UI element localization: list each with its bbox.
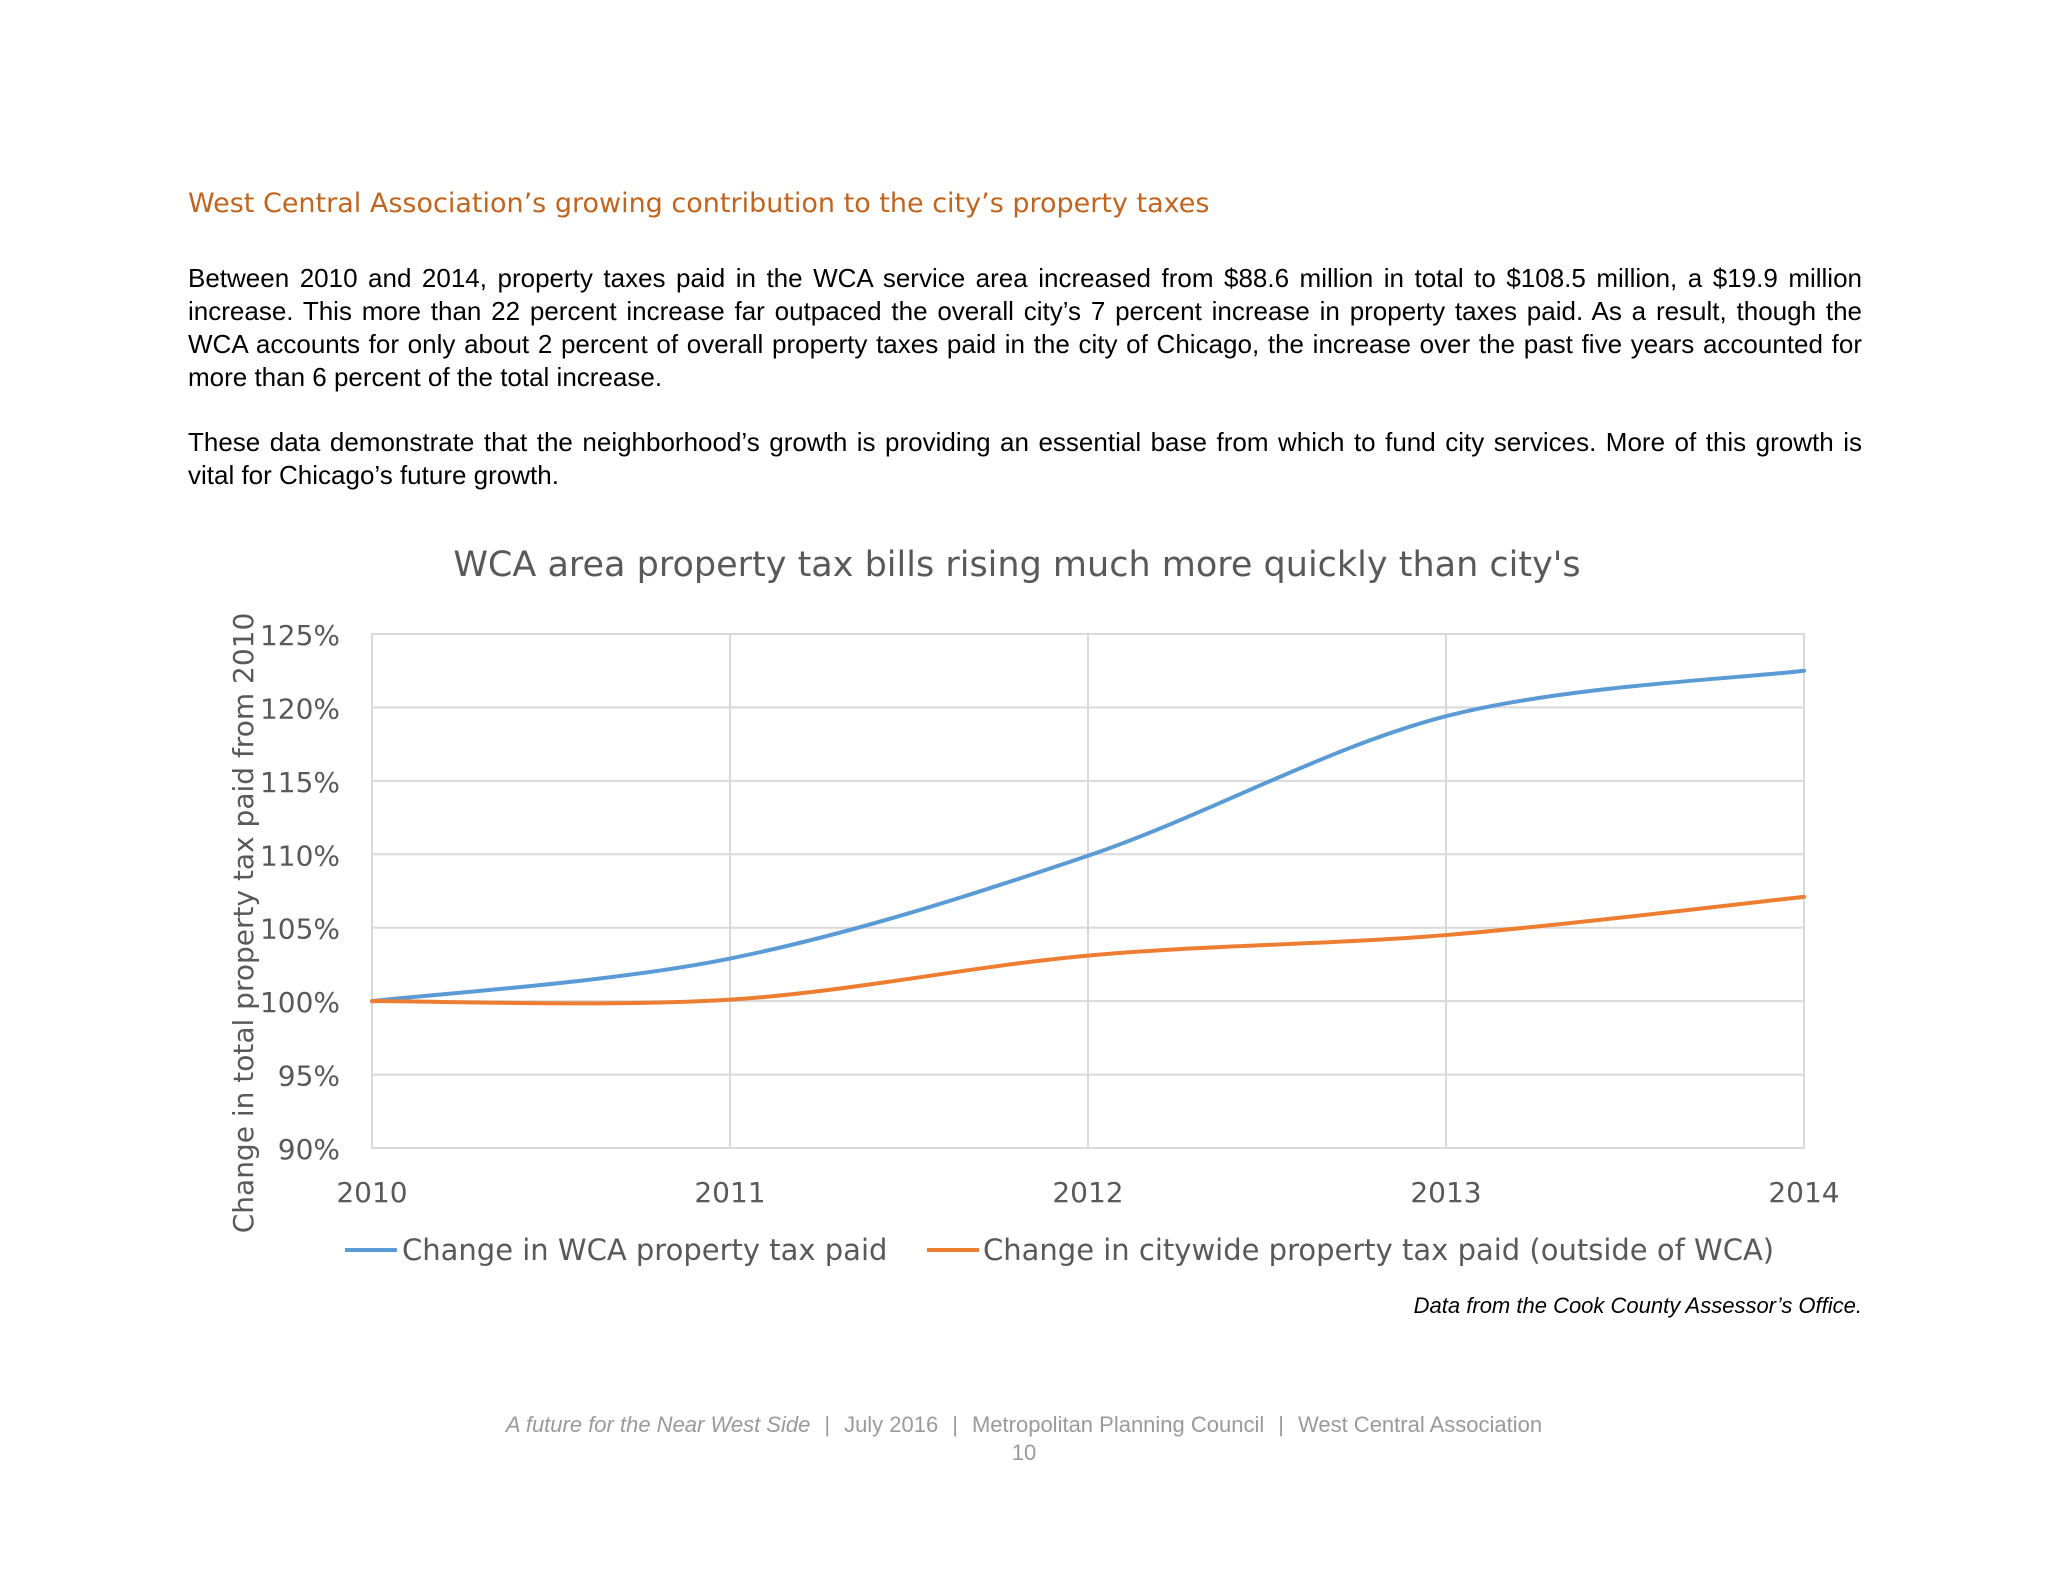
footer-org-mpc: Metropolitan Planning Council bbox=[971, 1412, 1265, 1437]
y-tick-label: 100% bbox=[260, 986, 340, 1019]
x-tick-label: 2010 bbox=[336, 1176, 407, 1209]
x-tick-label: 2013 bbox=[1410, 1176, 1481, 1209]
footer-separator: | bbox=[952, 1412, 958, 1437]
section-heading: West Central Association’s growing contr… bbox=[188, 188, 1210, 219]
footer-date: July 2016 bbox=[844, 1412, 939, 1437]
legend-label: Change in citywide property tax paid (ou… bbox=[983, 1233, 1774, 1267]
y-axis-title: Change in total property tax paid from 2… bbox=[227, 613, 260, 1234]
x-tick-label: 2014 bbox=[1768, 1176, 1839, 1209]
series-line-wca bbox=[370, 668, 1806, 1004]
legend-label: Change in WCA property tax paid bbox=[402, 1233, 887, 1267]
chart-legend: Change in WCA property tax paid Change in… bbox=[345, 1233, 1774, 1267]
chart-series bbox=[370, 668, 1806, 1006]
chart-axes: 90% 95% 100% 105% 110% 115% 120% 125% 2010 2011 20… bbox=[260, 619, 1840, 1209]
page-number: 10 bbox=[1011, 1440, 1037, 1465]
footer-org-wca: West Central Association bbox=[1297, 1412, 1543, 1437]
footer-separator: | bbox=[1278, 1412, 1284, 1437]
y-tick-label: 120% bbox=[260, 692, 340, 725]
y-tick-label: 95% bbox=[278, 1060, 340, 1093]
chart-gridlines bbox=[371, 633, 1805, 1149]
page-footer: A future for the Near West Side | July 201… bbox=[0, 1412, 2048, 1438]
source-note: Data from the Cook County Assessor’s Off… bbox=[1413, 1293, 1862, 1318]
x-tick-label: 2011 bbox=[694, 1176, 765, 1209]
plot-border bbox=[371, 633, 1805, 1149]
y-tick-label: 90% bbox=[278, 1133, 340, 1166]
y-tick-label: 115% bbox=[260, 766, 340, 799]
x-tick-label: 2012 bbox=[1052, 1176, 1123, 1209]
y-tick-label: 105% bbox=[260, 913, 340, 946]
footer-publication-title: A future for the Near West Side bbox=[505, 1412, 811, 1437]
y-tick-label: 110% bbox=[260, 839, 340, 872]
y-tick-label: 125% bbox=[260, 619, 340, 652]
chart-title: WCA area property tax bills rising much … bbox=[453, 545, 1580, 585]
body-paragraph-2: These data demonstrate that the neighbor… bbox=[188, 427, 1862, 490]
body-paragraph-1: Between 2010 and 2014, property taxes pa… bbox=[188, 263, 1862, 392]
footer-separator: | bbox=[824, 1412, 831, 1437]
series-line-citywide bbox=[370, 894, 1806, 1006]
line-chart: WCA area property tax bills rising much … bbox=[227, 545, 1840, 1267]
